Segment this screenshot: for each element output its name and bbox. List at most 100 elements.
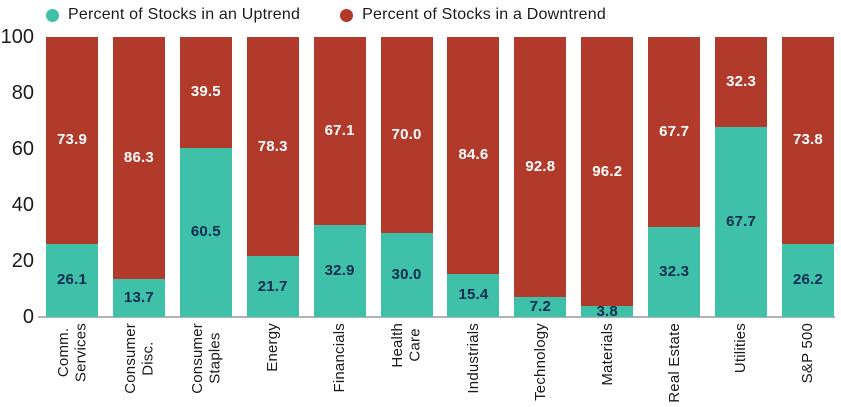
downtrend-value-label: 73.8 — [792, 131, 823, 149]
legend-label-downtrend: Percent of Stocks in a Downtrend — [362, 6, 606, 23]
x-axis-label: Consumer Staples — [188, 323, 223, 394]
uptrend-value-label: 30.0 — [391, 266, 422, 283]
x-axis-label-cell: Technology — [514, 323, 566, 407]
uptrend-value-label: 60.5 — [190, 223, 221, 241]
y-tick-label: 40 — [11, 194, 34, 216]
uptrend-segment: 32.3 — [648, 226, 701, 317]
x-axis-label-cell: Consumer Staples — [180, 323, 232, 407]
legend-label-uptrend: Percent of Stocks in an Uptrend — [68, 6, 301, 23]
x-axis-labels: Comm. Services Consumer Disc. Consumer Sta… — [46, 323, 834, 407]
bar-column: 78.3 21.7 — [246, 37, 299, 317]
uptrend-value-label: 3.8 — [596, 302, 618, 320]
x-axis-label-cell: Materials — [581, 323, 633, 407]
x-axis-label: Utilities — [732, 323, 750, 374]
legend-swatch-downtrend-icon — [340, 8, 354, 22]
uptrend-value-label: 13.7 — [123, 288, 154, 306]
bar-column: 92.8 7.2 — [514, 37, 567, 317]
x-axis-label-cell: Health Care — [381, 323, 433, 407]
y-axis: 0 20 40 60 80 100 — [0, 26, 34, 328]
x-axis-label-cell: Energy — [247, 323, 299, 407]
downtrend-value-label: 84.6 — [458, 146, 489, 164]
legend: Percent of Stocks in an Uptrend Percent … — [46, 6, 606, 24]
bar-column: 73.9 26.1 — [46, 37, 98, 317]
uptrend-value-label: 32.3 — [659, 262, 690, 280]
x-axis-line — [38, 316, 835, 318]
downtrend-value-label: 32.3 — [726, 73, 757, 91]
downtrend-value-label: 96.2 — [592, 162, 623, 180]
downtrend-segment: 67.7 — [648, 37, 701, 227]
downtrend-segment: 73.9 — [46, 37, 98, 244]
uptrend-value-label: 32.9 — [324, 261, 355, 279]
y-tick-label: 60 — [11, 138, 34, 160]
uptrend-segment: 15.4 — [447, 273, 500, 317]
y-tick-label: 20 — [11, 250, 34, 272]
downtrend-segment: 32.3 — [715, 37, 768, 128]
bar-column: 96.2 3.8 — [581, 37, 634, 320]
downtrend-segment: 70.0 — [380, 37, 433, 233]
downtrend-value-label: 73.9 — [57, 131, 87, 149]
y-tick-label: 100 — [0, 26, 34, 48]
uptrend-value-label: 21.7 — [257, 277, 288, 295]
downtrend-value-label: 67.1 — [324, 121, 355, 139]
x-axis-label-cell: Industrials — [447, 323, 499, 407]
bar-column: 67.7 32.3 — [648, 37, 701, 317]
downtrend-value-label: 39.5 — [190, 83, 221, 101]
uptrend-segment: 21.7 — [246, 256, 299, 317]
x-axis-label: Materials — [598, 323, 616, 386]
legend-item-downtrend: Percent of Stocks in a Downtrend — [340, 6, 606, 24]
downtrend-segment: 92.8 — [514, 37, 567, 297]
x-axis-label: Consumer Disc. — [121, 323, 156, 394]
uptrend-value-label: 67.7 — [726, 213, 757, 231]
x-axis-label: Technology — [531, 323, 549, 401]
uptrend-segment: 30.0 — [380, 233, 433, 317]
uptrend-value-label: 15.4 — [458, 286, 489, 304]
uptrend-segment: 13.7 — [112, 278, 165, 317]
bar-column: 67.1 32.9 — [313, 37, 366, 317]
uptrend-value-label: 26.2 — [792, 271, 823, 289]
x-axis-label-cell: Real Estate — [648, 323, 700, 407]
uptrend-segment: 3.8 — [581, 302, 634, 320]
x-axis-label-cell: Comm. Services — [46, 323, 98, 407]
bar-column: 32.3 67.7 — [715, 37, 768, 317]
downtrend-value-label: 67.7 — [659, 122, 690, 140]
legend-item-uptrend: Percent of Stocks in an Uptrend — [46, 6, 300, 24]
uptrend-segment: 7.2 — [514, 296, 567, 317]
downtrend-segment: 67.1 — [313, 37, 366, 225]
downtrend-value-label: 86.3 — [123, 148, 154, 166]
bar-column: 73.8 26.2 — [781, 37, 834, 317]
x-axis-label-cell: S&P 500 — [782, 323, 834, 407]
uptrend-segment: 60.5 — [179, 147, 232, 317]
x-axis-label: Financials — [331, 323, 348, 393]
x-axis-label: Comm. Services — [54, 323, 89, 383]
uptrend-segment: 26.2 — [781, 243, 834, 317]
x-axis-label: S&P 500 — [799, 323, 817, 384]
x-axis-label-cell: Utilities — [715, 323, 767, 407]
uptrend-value-label: 26.1 — [57, 271, 87, 289]
downtrend-segment: 39.5 — [179, 37, 232, 148]
bar-column: 86.3 13.7 — [112, 37, 165, 317]
downtrend-segment: 96.2 — [581, 37, 634, 307]
uptrend-segment: 32.9 — [313, 224, 366, 317]
y-tick-label: 80 — [11, 82, 34, 104]
downtrend-segment: 86.3 — [112, 37, 165, 279]
plot-area: 73.9 26.1 86.3 13.7 39.5 60.5 78.3 21.7 67.1 32.9… — [46, 37, 834, 320]
downtrend-value-label: 92.8 — [525, 157, 556, 175]
x-axis-label: Real Estate — [665, 323, 683, 403]
x-axis-label: Energy — [264, 323, 282, 372]
x-axis-label-cell: Consumer Disc. — [113, 323, 165, 407]
uptrend-value-label: 7.2 — [529, 297, 552, 315]
downtrend-segment: 84.6 — [447, 37, 500, 274]
downtrend-segment: 73.8 — [781, 37, 834, 244]
downtrend-value-label: 70.0 — [391, 126, 422, 143]
legend-swatch-uptrend-icon — [46, 8, 59, 22]
downtrend-segment: 78.3 — [246, 37, 299, 257]
downtrend-value-label: 78.3 — [257, 137, 288, 155]
x-axis-label-cell: Financials — [314, 323, 366, 407]
x-axis-label: Industrials — [464, 323, 482, 394]
bar-column: 39.5 60.5 — [179, 37, 232, 317]
uptrend-segment: 67.7 — [715, 127, 768, 317]
x-axis-label: Health Care — [389, 323, 424, 368]
bar-column: 70.0 30.0 — [380, 37, 433, 317]
uptrend-segment: 26.1 — [46, 243, 98, 317]
